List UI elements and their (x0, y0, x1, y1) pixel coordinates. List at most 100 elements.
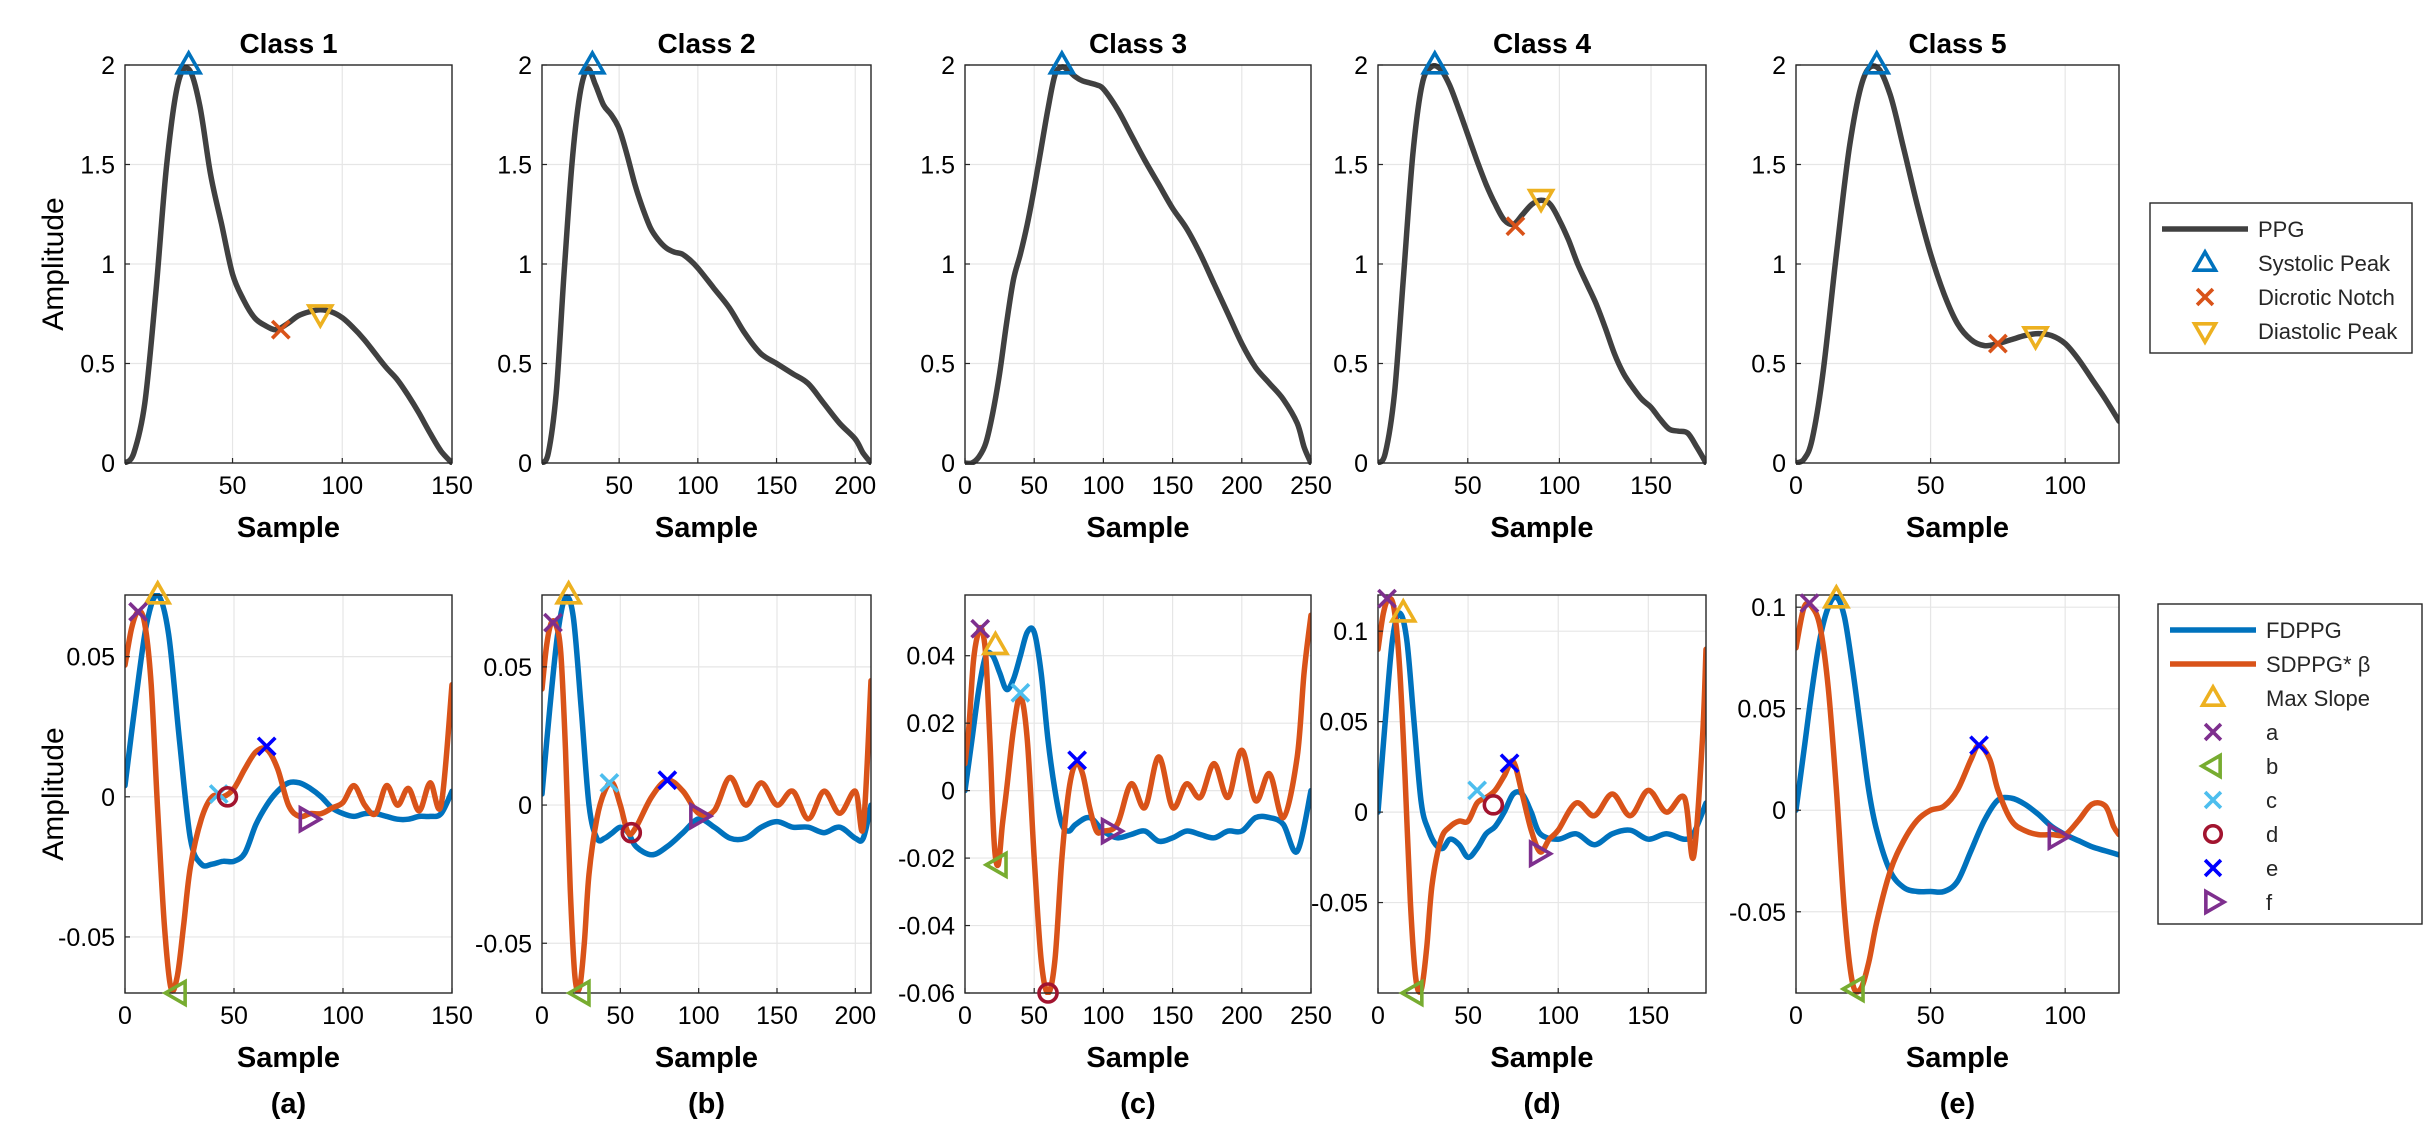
y-tick-label: 0.05 (66, 644, 115, 672)
marker-dicrotic-notch (1505, 216, 1526, 237)
y-tick-label: -0.05 (58, 924, 115, 952)
x-tick-label: 50 (606, 1002, 634, 1030)
x-axis-label: Sample (655, 1042, 758, 1074)
legend-label: Systolic Peak (2258, 251, 2391, 276)
x-axis-label: Sample (1086, 1042, 1189, 1074)
x-tick-label: 100 (678, 1002, 720, 1030)
x-tick-label: 0 (958, 1002, 972, 1030)
y-tick-label: 0 (518, 792, 532, 820)
legend-label: FDPPG (2266, 618, 2342, 643)
chart-title: Class 1 (239, 28, 337, 59)
marker-max-slope (1388, 597, 1418, 623)
sdppg-line (965, 612, 1311, 995)
x-axis-label: Sample (655, 512, 758, 544)
x-tick-label: 150 (1152, 472, 1194, 500)
marker-d (1482, 794, 1505, 816)
x-tick-label: 0 (1789, 1002, 1803, 1030)
x-tick-label: 100 (677, 472, 719, 500)
y-tick-label: 0 (1354, 799, 1368, 827)
legend-marker-icon (2202, 823, 2224, 845)
x-tick-label: 200 (834, 1002, 876, 1030)
panel-label: (a) (271, 1088, 306, 1120)
ppg-line (542, 66, 871, 465)
x-tick-label: 50 (1020, 472, 1048, 500)
marker-b (1398, 978, 1424, 1008)
legend-top: PPG Systolic Peak Dicrotic Notch Diastolic … (2149, 202, 2413, 354)
marker-e (1067, 750, 1088, 771)
x-tick-label: 150 (1152, 1002, 1194, 1030)
y-tick-label: 0 (941, 778, 955, 806)
y-tick-label: 0.05 (1737, 696, 1786, 724)
marker-a (128, 601, 148, 622)
x-axis-label: Sample (237, 1042, 340, 1074)
x-tick-label: 100 (322, 1002, 364, 1030)
axes-box (1377, 594, 1707, 994)
marker-b (565, 978, 591, 1008)
fdppg-line (542, 594, 871, 858)
panel-label: (d) (1523, 1088, 1560, 1120)
y-tick-label: 0 (941, 450, 955, 478)
marker-a (1377, 588, 1397, 609)
legend-label: Max Slope (2266, 686, 2370, 711)
x-tick-label: 200 (834, 472, 876, 500)
chart-top-4: 0 50 100 0 0.5 1 1.5 2 Sample Class 5 (1751, 28, 2120, 544)
marker-e (1969, 735, 1989, 756)
marker-e (256, 736, 277, 757)
legend-label: e (2266, 856, 2278, 881)
y-tick-label: 1 (518, 251, 532, 279)
series-group (1378, 595, 1706, 995)
y-tick-label: -0.06 (898, 980, 955, 1008)
y-tick-label: 0.02 (906, 710, 955, 738)
marker-max-slope (143, 579, 173, 605)
y-tick-label: 2 (941, 52, 955, 80)
x-tick-label: 100 (2044, 1002, 2086, 1030)
marker-systolic-peak (174, 49, 204, 75)
y-tick-label: -0.04 (898, 913, 955, 941)
x-axis-label: Sample (1490, 512, 1593, 544)
marker-a (1799, 593, 1820, 614)
series-group (125, 593, 452, 994)
y-tick-label: 0.1 (1333, 618, 1368, 646)
x-tick-label: 200 (1221, 472, 1263, 500)
x-tick-label: 50 (1454, 1002, 1482, 1030)
panel-label: (b) (688, 1088, 725, 1120)
marker-c (599, 773, 620, 793)
fdppg-line (125, 593, 452, 869)
y-axis-label: Amplitude (37, 197, 70, 330)
axes-box (124, 594, 453, 994)
chart-bottom-3: 0 50 100 150 -0.05 0 0.05 0.1 Sample (d) (1311, 588, 1707, 1120)
chart-top-2: 0 50 100 150 200 250 0 0.5 1 1.5 2 Sample Class 3 (920, 28, 1332, 544)
y-tick-label: -0.05 (1729, 899, 1786, 927)
fdppg-line (1378, 610, 1706, 861)
marker-a (970, 618, 991, 639)
legend-marker-icon (2199, 683, 2227, 707)
x-tick-label: 50 (1020, 1002, 1048, 1030)
chart-title: Class 4 (1493, 28, 1591, 59)
series-group (965, 64, 1311, 465)
marker-d (620, 821, 643, 844)
x-tick-label: 100 (1537, 1002, 1579, 1030)
y-tick-label: 0.1 (1751, 594, 1786, 622)
series-group (1796, 63, 2119, 465)
y-tick-label: 0.5 (1333, 351, 1368, 379)
marker-systolic-peak (1420, 49, 1450, 75)
y-tick-label: 1 (941, 251, 955, 279)
x-tick-label: 50 (220, 1002, 248, 1030)
x-tick-label: 0 (535, 1002, 549, 1030)
legend-label: b (2266, 754, 2278, 779)
legend-label: Dicrotic Notch (2258, 285, 2395, 310)
x-tick-label: 50 (1917, 1002, 1945, 1030)
chart-title: Class 2 (657, 28, 755, 59)
marker-d (1037, 982, 1059, 1004)
series-group (125, 65, 452, 465)
x-tick-label: 0 (1789, 472, 1803, 500)
marker-b (982, 850, 1008, 880)
x-tick-label: 150 (1630, 472, 1672, 500)
sdppg-line (542, 618, 871, 994)
y-tick-label: 0.5 (920, 351, 955, 379)
marker-e (657, 770, 678, 791)
x-tick-label: 150 (431, 1002, 473, 1030)
y-tick-label: 2 (518, 52, 532, 80)
